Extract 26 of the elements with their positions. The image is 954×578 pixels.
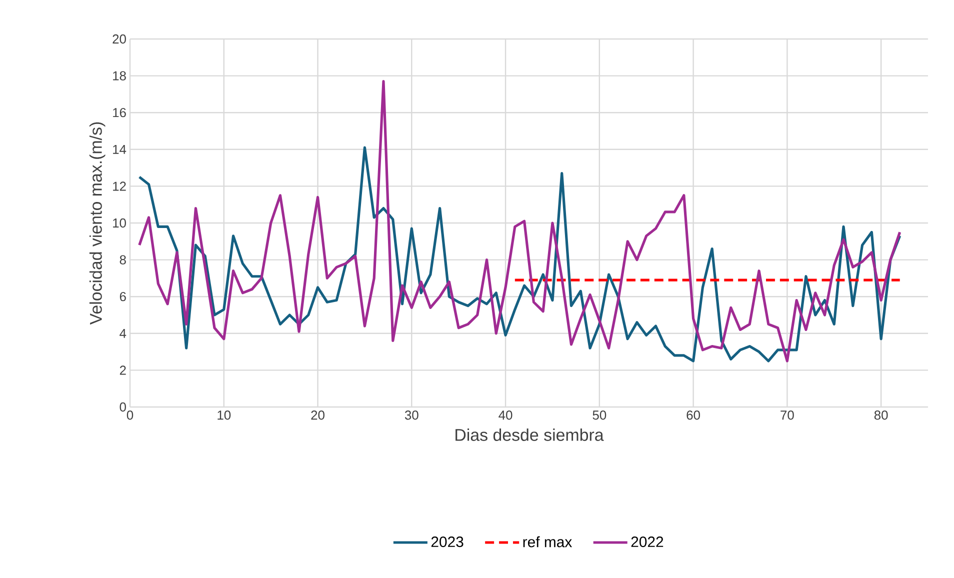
x-tick-label: 20 xyxy=(311,410,324,420)
x-tick-label: 10 xyxy=(218,410,231,420)
y-tick-label: 6 xyxy=(120,292,126,302)
line-series xyxy=(138,80,902,362)
y-tick-label: 2 xyxy=(120,366,126,375)
legend-label: 2023 xyxy=(431,536,464,548)
y-tick-label: 12 xyxy=(113,182,126,191)
y-tick-label: 18 xyxy=(113,71,126,80)
y-tick-label: 0 xyxy=(120,402,126,412)
y-tick-label: 4 xyxy=(120,328,126,338)
x-tick-label: 60 xyxy=(686,410,700,420)
x-tick-label: 70 xyxy=(780,410,794,420)
x-tick-label: 80 xyxy=(874,410,888,420)
legend-label: ref max xyxy=(523,536,572,548)
x-tick-label: 40 xyxy=(498,410,512,420)
y-axis-title: Velocidad viento max.(m/s) xyxy=(89,122,106,325)
x-axis-title: Dias desde siembra xyxy=(456,428,604,441)
y-tick-label: 20 xyxy=(112,34,126,44)
y-tick-label: 8 xyxy=(120,255,126,264)
x-tick-label: 30 xyxy=(404,410,418,420)
y-tick-label: 10 xyxy=(113,218,126,228)
x-tick-label: 50 xyxy=(592,410,606,420)
x-tick-label: 0 xyxy=(126,410,134,420)
legend-label: 2022 xyxy=(631,536,664,548)
y-tick-label: 14 xyxy=(113,144,126,154)
y-tick-label: 16 xyxy=(113,108,126,118)
